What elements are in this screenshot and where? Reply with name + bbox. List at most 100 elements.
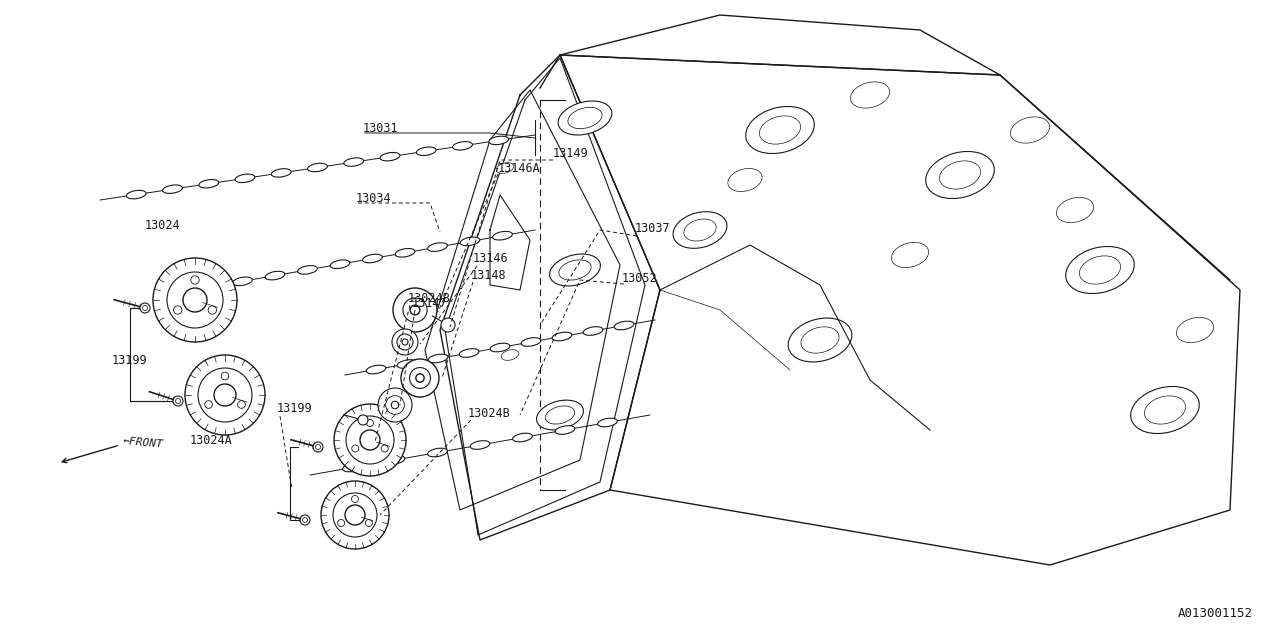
Circle shape [338, 520, 344, 527]
Text: 13031: 13031 [364, 122, 398, 134]
Ellipse shape [746, 106, 814, 154]
Text: 13024B: 13024B [408, 291, 451, 305]
Ellipse shape [127, 190, 146, 199]
Circle shape [315, 445, 320, 449]
Ellipse shape [598, 418, 617, 427]
Circle shape [314, 442, 323, 452]
Ellipse shape [614, 321, 634, 330]
Ellipse shape [545, 406, 575, 424]
Circle shape [442, 318, 454, 332]
Ellipse shape [1066, 246, 1134, 294]
Ellipse shape [502, 349, 518, 360]
Ellipse shape [497, 163, 513, 173]
Text: 13146A: 13146A [498, 161, 540, 175]
Text: 13024B: 13024B [468, 406, 511, 419]
Text: ←FRONT: ←FRONT [122, 436, 164, 450]
Circle shape [175, 399, 180, 403]
Text: 13199: 13199 [113, 353, 147, 367]
Circle shape [346, 505, 365, 525]
Ellipse shape [460, 237, 480, 246]
Ellipse shape [330, 260, 349, 269]
Circle shape [186, 355, 265, 435]
Circle shape [378, 388, 412, 422]
Ellipse shape [788, 318, 852, 362]
Text: 13037: 13037 [635, 221, 671, 234]
Ellipse shape [470, 441, 490, 449]
Circle shape [352, 445, 358, 452]
Ellipse shape [343, 463, 362, 472]
Ellipse shape [925, 152, 995, 198]
Text: 13024: 13024 [145, 218, 180, 232]
Ellipse shape [1176, 317, 1213, 342]
Circle shape [410, 305, 420, 315]
Circle shape [385, 396, 404, 414]
Text: 13148: 13148 [471, 269, 507, 282]
Circle shape [154, 258, 237, 342]
Circle shape [142, 305, 147, 310]
Circle shape [198, 368, 252, 422]
Text: 13199: 13199 [276, 401, 312, 415]
Circle shape [205, 401, 212, 408]
Ellipse shape [1010, 117, 1050, 143]
Ellipse shape [362, 254, 383, 263]
Ellipse shape [801, 327, 840, 353]
Circle shape [191, 276, 200, 284]
Ellipse shape [673, 212, 727, 248]
Ellipse shape [759, 116, 800, 144]
Ellipse shape [428, 243, 448, 252]
Ellipse shape [1056, 197, 1093, 223]
Circle shape [302, 518, 307, 522]
Circle shape [209, 306, 216, 314]
Ellipse shape [453, 141, 472, 150]
Ellipse shape [385, 456, 404, 464]
Ellipse shape [521, 338, 541, 346]
Ellipse shape [1130, 387, 1199, 433]
Ellipse shape [728, 168, 762, 191]
Circle shape [401, 359, 439, 397]
Circle shape [393, 288, 436, 332]
Ellipse shape [460, 349, 479, 357]
Circle shape [140, 303, 150, 313]
Circle shape [334, 404, 406, 476]
Circle shape [366, 419, 374, 426]
Ellipse shape [891, 243, 928, 268]
Ellipse shape [536, 400, 584, 430]
Ellipse shape [1144, 396, 1185, 424]
Circle shape [174, 306, 182, 314]
Circle shape [346, 416, 394, 464]
Ellipse shape [489, 136, 508, 145]
Circle shape [352, 495, 358, 502]
Circle shape [166, 272, 223, 328]
Ellipse shape [380, 152, 399, 161]
Ellipse shape [428, 354, 448, 363]
Circle shape [381, 445, 388, 452]
Circle shape [214, 384, 236, 406]
Ellipse shape [366, 365, 385, 374]
Ellipse shape [396, 248, 415, 257]
Ellipse shape [233, 277, 252, 285]
Ellipse shape [493, 232, 512, 240]
Ellipse shape [428, 448, 448, 457]
Circle shape [183, 288, 207, 312]
Circle shape [238, 401, 246, 408]
Circle shape [360, 430, 380, 450]
Text: 13147: 13147 [412, 296, 448, 310]
Circle shape [365, 520, 372, 527]
Ellipse shape [549, 254, 600, 286]
Ellipse shape [416, 147, 436, 156]
Ellipse shape [490, 343, 509, 352]
Circle shape [416, 374, 424, 382]
Text: 13024A: 13024A [189, 433, 233, 447]
Text: 13149: 13149 [553, 147, 589, 159]
Ellipse shape [198, 180, 219, 188]
Circle shape [397, 334, 413, 350]
Ellipse shape [397, 360, 417, 368]
Ellipse shape [850, 82, 890, 108]
Ellipse shape [512, 433, 532, 442]
Ellipse shape [940, 161, 980, 189]
Circle shape [333, 493, 378, 537]
Circle shape [402, 339, 408, 345]
Text: 13146: 13146 [474, 252, 508, 264]
Text: 13052: 13052 [622, 271, 658, 285]
Circle shape [403, 298, 428, 322]
